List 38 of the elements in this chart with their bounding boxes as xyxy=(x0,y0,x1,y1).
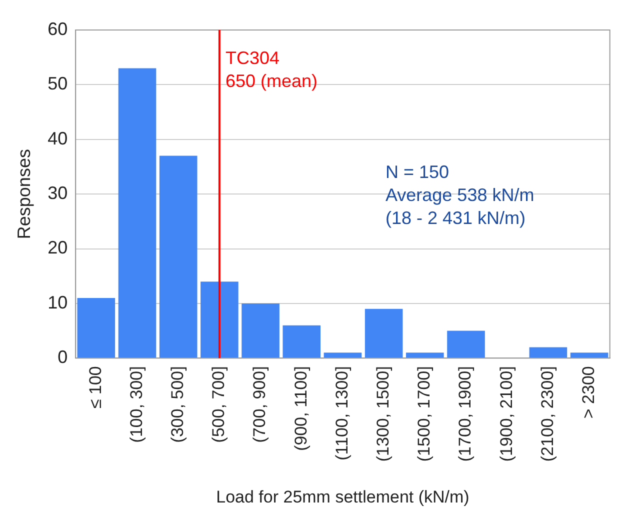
x-tick-label: (1300, 1500] xyxy=(374,366,393,462)
x-tick-label: (100, 300] xyxy=(126,366,146,443)
x-tick-label: > 2300 xyxy=(578,366,598,419)
y-tick-label: 60 xyxy=(48,18,68,39)
x-axis-title: Load for 25mm settlement (kN/m) xyxy=(216,487,470,506)
x-tick-label: (1900, 2100] xyxy=(496,366,516,462)
y-tick-label: 50 xyxy=(48,74,68,94)
x-tick-label: (2100, 2300] xyxy=(538,366,557,462)
annotation: Average 538 kN/m xyxy=(385,184,534,205)
bar xyxy=(77,298,116,358)
bar xyxy=(159,156,198,358)
bar xyxy=(282,325,321,358)
annotation: (18 - 2 431 kN/m) xyxy=(385,208,526,228)
x-tick-label: (500, 700] xyxy=(209,366,228,443)
bar xyxy=(200,282,238,358)
ref-line-label: TC304 650 (mean) xyxy=(225,48,318,91)
bar xyxy=(406,352,444,358)
y-tick-label: 40 xyxy=(48,128,68,148)
x-tick-label: (1500, 1700] xyxy=(414,366,434,462)
y-tick-label: 30 xyxy=(48,183,68,204)
annotation: N = 150 xyxy=(385,162,450,182)
y-axis-title: Responses xyxy=(14,149,34,240)
x-tick-label: (1100, 1300] xyxy=(332,366,352,460)
bar xyxy=(364,308,403,358)
bar xyxy=(447,330,485,358)
bar xyxy=(529,347,568,358)
y-tick-label: 10 xyxy=(48,292,68,312)
bar xyxy=(118,68,156,358)
bar xyxy=(324,352,362,358)
bar xyxy=(570,352,608,358)
x-tick-label: (1700, 1900] xyxy=(456,366,475,462)
bar xyxy=(242,303,280,358)
x-tick-label: (900, 1100] xyxy=(291,366,310,451)
x-tick-label: (300, 500] xyxy=(168,366,188,443)
y-tick-label: 20 xyxy=(48,238,68,258)
x-tick-label: ≤ 100 xyxy=(86,366,105,409)
x-tick-label: (700, 900] xyxy=(250,366,270,443)
y-tick-label: 0 xyxy=(58,347,68,368)
